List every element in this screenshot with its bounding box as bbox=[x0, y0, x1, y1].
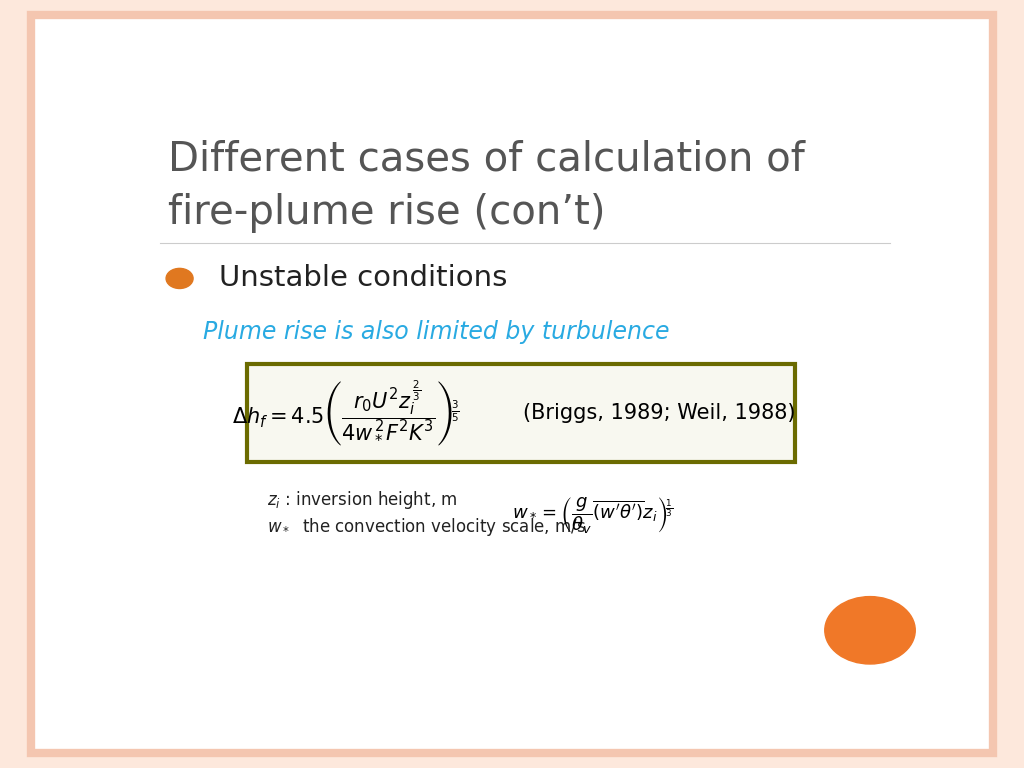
Text: $\Delta h_f = 4.5\left(\dfrac{r_0 U^2 z_i^{\,\frac{2}{3}}}{4w_*^{\,2}F^2K^3}\rig: $\Delta h_f = 4.5\left(\dfrac{r_0 U^2 z_… bbox=[232, 378, 460, 448]
Text: $w_* = \left(\dfrac{g}{\theta_v}\overline{(w'\theta')}z_i\right)^{\!\frac{1}{3}}: $w_* = \left(\dfrac{g}{\theta_v}\overlin… bbox=[512, 496, 673, 537]
Text: Plume rise is also limited by turbulence: Plume rise is also limited by turbulence bbox=[204, 319, 670, 343]
Text: Unstable conditions: Unstable conditions bbox=[219, 264, 508, 293]
Text: $w_*$  the convection velocity scale, m/s: $w_*$ the convection velocity scale, m/s bbox=[267, 516, 586, 538]
Text: $z_i$ : inversion height, m: $z_i$ : inversion height, m bbox=[267, 489, 458, 511]
Text: (Briggs, 1989; Weil, 1988): (Briggs, 1989; Weil, 1988) bbox=[523, 402, 796, 422]
Text: fire-plume rise (con’t): fire-plume rise (con’t) bbox=[168, 193, 605, 233]
Circle shape bbox=[166, 268, 194, 289]
Circle shape bbox=[824, 597, 915, 664]
FancyBboxPatch shape bbox=[247, 364, 795, 462]
Text: Different cases of calculation of: Different cases of calculation of bbox=[168, 140, 805, 180]
